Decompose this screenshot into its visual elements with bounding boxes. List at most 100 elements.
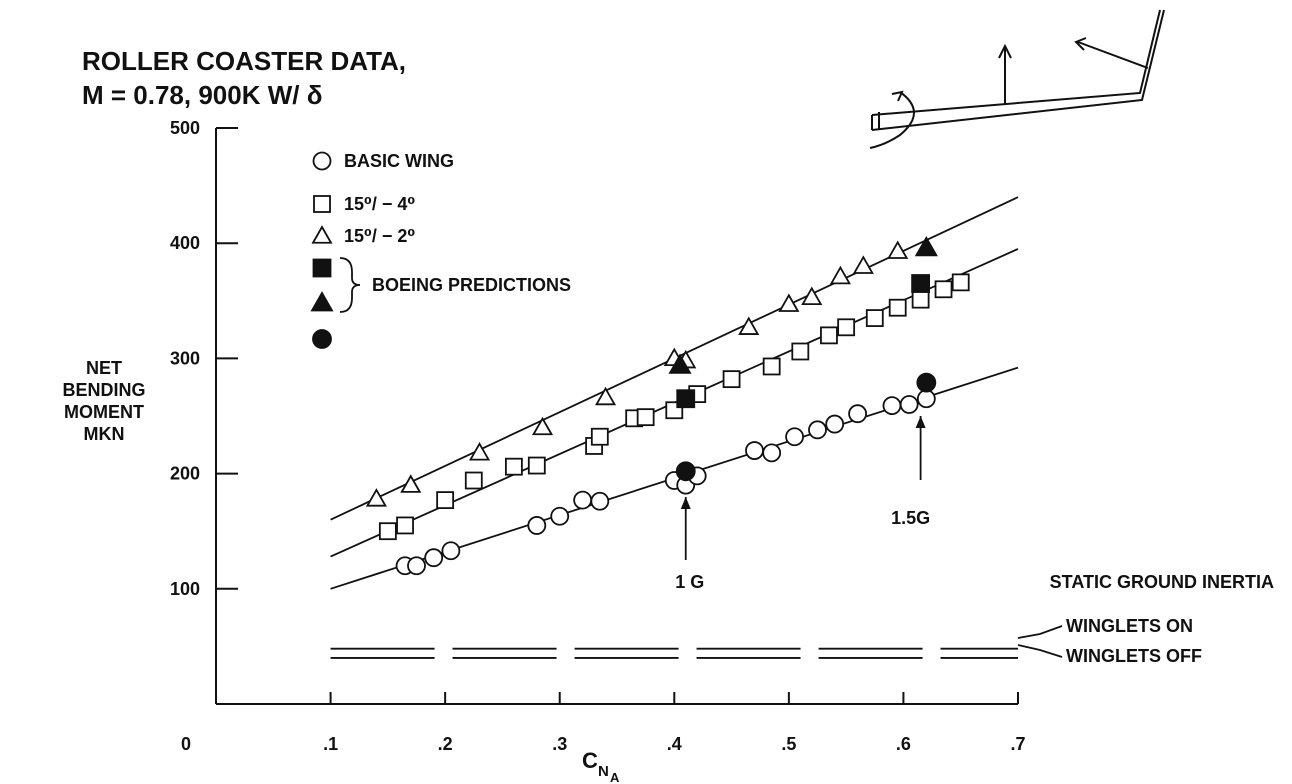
chart-title: ROLLER COASTER DATA, [82,46,406,76]
data-point-circle-open [808,420,827,440]
chart-subtitle: M = 0.78, 900K W/ δ [82,80,322,110]
x-tick-label: .6 [896,734,911,754]
axis-ticks: .1 .2 .3 .4 .5 .6 .7 100 200 300 400 500 [170,118,1026,754]
data-point-square-open [436,491,455,509]
data-point-triangle-open [801,286,823,305]
origin-label: 0 [181,734,191,754]
data-point-circle-open [762,443,782,463]
data-point-circle-filled [916,372,937,393]
data-point-circle-open [407,556,426,576]
legend-label-boeing-predictions: BOEING PREDICTIONS [372,275,571,295]
data-point-square-open [762,357,781,376]
legend-label-basic-wing: BASIC WING [344,151,454,171]
data-point-triangle-open [829,265,851,285]
data-point-circle-filled [675,461,696,482]
legend-label-15-minus-4: 15⁰/ − 4⁰ [344,194,415,214]
y-axis-label-line-4: MKN [84,424,125,444]
annotation-label: 1.5G [891,508,930,528]
data-point-circle-open [916,389,936,409]
data-point-circle-open [882,396,902,416]
data-point-triangle-open [365,488,387,507]
legend-marker-circle-filled [312,329,332,349]
legend-brace [339,257,361,313]
annotation-arrowhead [680,497,691,509]
x-tick-label: .4 [667,734,682,754]
annotation-label: 1 G [675,572,704,592]
annotation-arrowhead [915,416,926,428]
data-point-square-filled [911,274,931,293]
legend-marker-circle-open [312,151,332,171]
data-point-triangle-open [887,240,909,259]
y-tick-label: 400 [170,233,200,253]
legend-marker-triangle-filled [310,291,334,312]
y-tick-label: 100 [170,579,200,599]
data-point-square-open [378,522,397,541]
data-point-circle-open [785,427,804,447]
wing-schematic-icon [869,9,1165,149]
data-points [365,235,970,576]
x-axis-label-subsub: A [610,770,620,784]
x-axis-label: C N A [582,748,620,784]
data-point-square-open [820,326,838,345]
data-point-square-open [911,290,930,309]
data-point-square-open [791,342,810,361]
y-tick-label: 300 [170,348,200,368]
data-point-triangle-open [594,386,617,406]
winglets-on-label: WINGLETS ON [1066,616,1193,636]
legend-marker-square-open [313,195,331,213]
legend: BASIC WING 15⁰/ − 4⁰ 15⁰/ − 2⁰ BOEING PR… [310,151,571,349]
data-point-circle-open [745,441,764,460]
winglets-off-label: WINGLETS OFF [1066,646,1202,666]
data-point-triangle-filled [914,235,938,257]
legend-marker-triangle-open [311,225,333,244]
reference-lines [330,647,1018,659]
data-point-square-open [951,273,970,292]
data-point-square-open [464,471,483,490]
data-point-triangle-filled [668,353,692,374]
data-point-square-filled [676,389,696,409]
y-axis-label: NET BENDING MOMENT MKN [62,358,145,444]
x-axis-label-main: C [582,748,598,773]
y-axis-label-line-3: MOMENT [64,402,144,422]
legend-markers [310,151,334,349]
data-point-triangle-open [738,316,760,335]
data-point-square-open [504,457,523,476]
data-point-square-open [590,427,609,446]
data-point-square-open [837,318,856,337]
data-point-triangle-open [400,474,422,493]
x-tick-label: .2 [438,734,453,754]
data-point-square-open [636,408,655,427]
y-tick-label: 200 [170,464,200,484]
data-point-circle-open [550,506,570,526]
data-point-triangle-open [468,442,491,461]
data-point-circle-open [848,404,867,424]
static-ground-inertia-label: STATIC GROUND INERTIA [1050,572,1274,592]
axes [215,128,1018,705]
x-tick-label: .1 [323,734,338,754]
data-point-square-open [934,280,953,299]
data-point-square-open [527,456,546,475]
data-point-triangle-open [531,416,554,436]
data-point-square-open [722,370,741,389]
x-tick-label: .3 [552,734,567,754]
fit-lines [330,196,1019,590]
x-tick-label: .5 [781,734,796,754]
x-axis-label-sub: N [598,763,609,780]
data-point-circle-open [573,490,593,510]
reference-leaders [1017,625,1063,658]
annotations: 1 G 1.5G [675,416,930,592]
data-point-circle-open [899,395,919,414]
data-point-circle-open [825,414,845,434]
legend-marker-square-filled [312,258,332,278]
data-point-square-open [396,516,414,535]
x-tick-label: .7 [1010,734,1025,754]
data-point-triangle-open [852,255,874,274]
data-point-circle-open [590,491,610,511]
data-point-circle-open [527,516,547,535]
y-axis-label-line-2: BENDING [62,380,145,400]
y-tick-label: 500 [170,118,200,138]
data-point-triangle-open [778,293,800,312]
data-point-circle-open [441,541,461,561]
legend-label-15-minus-2: 15⁰/ − 2⁰ [344,226,415,246]
